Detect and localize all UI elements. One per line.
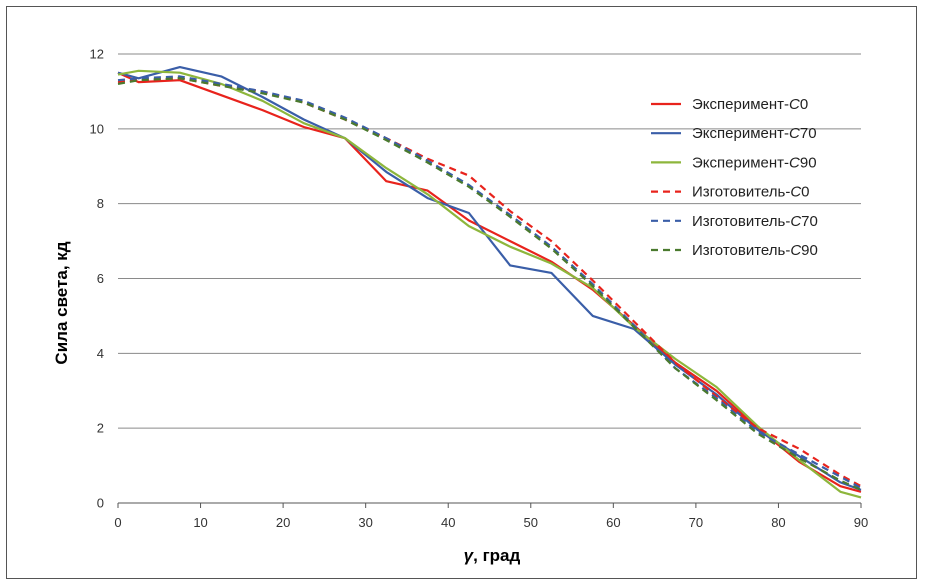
y-tick-label: 0 (97, 496, 104, 511)
legend-entry-symbol: C (789, 96, 800, 113)
legend-entry: Эксперимент-C0 (692, 96, 808, 113)
legend-entry-prefix: Изготовитель- (692, 184, 790, 201)
y-tick-label: 2 (97, 421, 104, 436)
x-tick-label: 60 (606, 515, 620, 530)
y-tick-label: 12 (90, 47, 104, 62)
x-tick-label: 20 (276, 515, 290, 530)
grid-lines (118, 53, 861, 429)
legend-entry: Изготовитель-C70 (692, 213, 818, 230)
y-tick-labels: 0 2 4 6 8 10 12 (90, 47, 104, 511)
legend-entry: Изготовитель-C0 (692, 184, 810, 201)
legend-entry-suffix: 70 (800, 125, 817, 142)
y-tick-label: 10 (90, 121, 104, 136)
legend-entry: Эксперимент-C70 (692, 125, 817, 142)
x-tick-label: 10 (193, 515, 207, 530)
legend-entry-suffix: 0 (801, 184, 809, 201)
x-tick-label: 0 (114, 515, 121, 530)
legend-entry-prefix: Эксперимент- (692, 125, 789, 142)
legend-entry-symbol: C (790, 213, 801, 230)
series-line-manufacturer-c90 (117, 77, 862, 491)
x-tick-label: 70 (689, 515, 703, 530)
legend-entry-suffix: 90 (800, 154, 817, 171)
y-axis-title: Сила света, кд (52, 241, 71, 364)
series-lines (117, 65, 862, 499)
y-tick-label: 4 (97, 346, 104, 361)
x-tick-label: 90 (854, 515, 868, 530)
legend-entry-suffix: 70 (801, 213, 818, 230)
legend-entry: Эксперимент-C90 (692, 154, 817, 171)
series-line-manufacturer-c70 (117, 75, 862, 489)
legend-entry-symbol: C (789, 154, 800, 171)
legend: Эксперимент-C0Эксперимент-C70Эксперимент… (651, 96, 818, 259)
x-tick-label: 80 (771, 515, 785, 530)
legend-entry-symbol: C (789, 125, 800, 142)
x-tick-label: 30 (358, 515, 372, 530)
x-tick-labels: 0 10 20 30 40 50 60 70 80 90 (114, 503, 868, 530)
x-tick-label: 40 (441, 515, 455, 530)
legend-entry-symbol: C (790, 242, 801, 259)
x-axis-title: γ, град (464, 546, 521, 565)
y-tick-label: 6 (97, 271, 104, 286)
legend-entry-prefix: Эксперимент- (692, 154, 789, 171)
legend-entry: Изготовитель-C90 (692, 242, 818, 259)
y-tick-label: 8 (97, 196, 104, 211)
x-axis-title-rest: , град (473, 546, 520, 565)
x-tick-label: 50 (524, 515, 538, 530)
legend-entry-suffix: 90 (801, 242, 818, 259)
chart-frame (6, 6, 917, 579)
x-axis-title-symbol: γ (464, 546, 475, 565)
legend-entry-suffix: 0 (800, 96, 808, 113)
legend-entry-prefix: Изготовитель- (692, 242, 790, 259)
legend-entry-prefix: Изготовитель- (692, 213, 790, 230)
legend-entry-prefix: Эксперимент- (692, 96, 789, 113)
legend-entry-symbol: C (790, 184, 801, 201)
